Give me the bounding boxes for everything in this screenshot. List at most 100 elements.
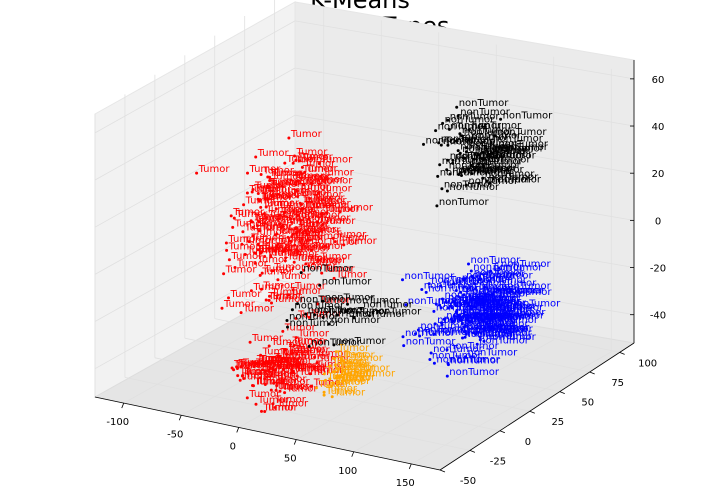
point-label: nonTumor — [422, 327, 473, 338]
data-point — [272, 361, 276, 365]
point-label: Tumor — [295, 364, 328, 375]
data-point — [472, 305, 476, 309]
point-label: Tumor — [257, 244, 290, 255]
data-point — [308, 372, 312, 376]
point-label: nonTumor — [491, 174, 542, 185]
point-label: Tumor — [345, 236, 378, 247]
point-label: Tumor — [262, 166, 295, 177]
data-point — [254, 402, 258, 406]
data-point — [274, 388, 278, 392]
point-label: Tumor — [235, 361, 268, 372]
point-label: nonTumor — [467, 149, 518, 160]
data-point — [462, 293, 466, 297]
data-point — [327, 322, 331, 326]
data-point — [310, 248, 313, 252]
point-label: Tumor — [268, 209, 301, 220]
point-label: Tumor — [278, 237, 311, 248]
point-label: Tumor — [250, 233, 283, 244]
point-label: Tumor — [234, 218, 267, 229]
data-point — [470, 172, 474, 176]
y-axis-line — [439, 342, 635, 471]
data-point — [318, 283, 322, 287]
point-label: nonTumor — [437, 325, 488, 336]
data-point — [435, 204, 439, 208]
point-label: nonTumor — [462, 144, 513, 155]
point-label: nonTumor — [449, 182, 500, 193]
data-point — [483, 285, 487, 289]
data-point — [257, 220, 261, 224]
point-label: Tumor — [297, 176, 330, 187]
x-tick — [408, 463, 412, 470]
point-label: nonTumor — [466, 293, 517, 304]
point-label: Tumor — [288, 345, 321, 356]
point-label: Tumor — [279, 210, 312, 221]
point-label: nonTumor — [472, 290, 523, 301]
data-point — [256, 197, 260, 201]
data-point — [458, 132, 462, 136]
data-point — [290, 308, 294, 312]
data-point — [414, 332, 417, 336]
data-point — [304, 262, 308, 266]
point-label: Tumor — [225, 265, 258, 276]
data-point — [295, 214, 299, 218]
point-label: nonTumor — [446, 310, 497, 321]
point-label: nonTumor — [438, 295, 489, 306]
y-tick-label: 50 — [581, 398, 594, 409]
data-point — [341, 369, 345, 373]
point-label: nonTumor — [498, 139, 549, 150]
data-point — [294, 226, 298, 230]
data-point — [275, 384, 279, 388]
point-label: Tumor — [290, 286, 323, 297]
point-label: Tumor — [256, 244, 289, 255]
point-label: nonTumor — [481, 155, 532, 166]
data-point — [241, 230, 245, 234]
z-gridline-left — [94, 20, 296, 134]
data-point — [337, 380, 341, 384]
point-label: nonTumor — [469, 139, 520, 150]
point-label: Tumor — [315, 359, 348, 370]
data-point — [331, 236, 335, 240]
data-point — [266, 198, 270, 201]
point-label: Tumor — [262, 243, 295, 254]
data-point — [302, 268, 306, 272]
point-label: Tumor — [272, 248, 305, 259]
point-label: nonTumor — [454, 313, 505, 324]
data-point — [485, 179, 489, 183]
data-point — [468, 138, 471, 142]
point-label: Tumor — [274, 359, 307, 370]
point-label: nonTumor — [458, 282, 509, 293]
data-point — [265, 375, 269, 379]
data-point — [429, 351, 433, 355]
point-label: nonTumor — [483, 311, 534, 322]
point-label: Tumor — [262, 365, 295, 376]
point-label: nonTumor — [502, 287, 553, 298]
point-label: nonTumor — [350, 295, 401, 306]
data-point — [307, 264, 311, 268]
point-label: nonTumor — [496, 308, 547, 319]
data-point — [460, 322, 464, 326]
point-label: nonTumor — [486, 151, 537, 162]
data-point — [420, 288, 424, 291]
point-label: nonTumor — [459, 301, 510, 312]
data-point — [490, 309, 493, 313]
point-label: nonTumor — [468, 176, 519, 187]
point-label: Tumor — [320, 251, 353, 262]
point-label: Tumor — [306, 163, 339, 174]
data-point — [440, 323, 444, 327]
data-point — [275, 244, 279, 248]
data-point — [240, 374, 244, 378]
point-label: nonTumor — [482, 328, 533, 339]
data-point — [462, 278, 466, 282]
point-label: nonTumor — [408, 296, 459, 307]
point-label: Tumor — [299, 172, 332, 183]
point-label: Tumor — [270, 177, 303, 188]
data-point — [334, 376, 338, 379]
data-point — [293, 243, 297, 247]
data-point — [299, 271, 303, 275]
data-point — [402, 344, 406, 348]
point-label: nonTumor — [464, 167, 515, 178]
data-point — [264, 298, 268, 302]
data-point — [298, 159, 302, 163]
z-tick-label: 60 — [652, 75, 665, 86]
point-label: Tumor — [278, 377, 311, 388]
